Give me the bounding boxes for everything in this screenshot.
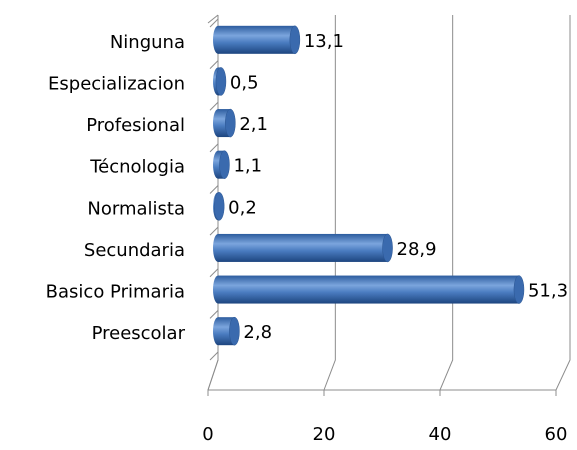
bar [213, 233, 393, 263]
category-divider [209, 226, 219, 236]
bar-part [225, 108, 236, 138]
category-divider [209, 310, 219, 319]
y-tick-label: Técnologia [89, 157, 185, 178]
bar-part [513, 275, 525, 304]
y-tick-label: Ninguna [110, 32, 185, 53]
bar [213, 25, 301, 55]
bar [213, 108, 236, 138]
y-tick-label: Especializacion [48, 73, 185, 94]
bar [213, 275, 525, 304]
data-label: 1,1 [233, 156, 262, 177]
grid-line [323, 15, 336, 391]
data-label: 51,3 [528, 281, 568, 302]
bar [213, 67, 227, 96]
x-tick-label: 60 [545, 424, 568, 445]
bar-part [218, 275, 519, 304]
x-tick-label: 20 [313, 424, 336, 445]
grid-line [555, 15, 571, 391]
data-label: 28,9 [397, 239, 437, 260]
y-tick-label: Profesional [86, 115, 185, 136]
y-tick-label: Normalista [87, 198, 185, 219]
data-label: 2,8 [243, 322, 272, 343]
grid-line [439, 15, 454, 391]
data-label: 0,5 [230, 72, 259, 93]
category-divider [209, 60, 219, 69]
category-divider [209, 101, 219, 111]
bar-part [289, 25, 301, 55]
bar-part [215, 67, 227, 96]
bar-part [382, 233, 393, 263]
data-label: 0,2 [228, 197, 257, 218]
bar-part [213, 192, 225, 221]
x-tick-label: 0 [202, 424, 213, 445]
category-divider [209, 268, 219, 278]
bar [213, 192, 225, 221]
data-label: 13,1 [304, 31, 344, 52]
bar [213, 316, 240, 346]
x-tick-label: 40 [429, 424, 452, 445]
category-divider [209, 18, 219, 28]
y-tick-label: Basico Primaria [46, 282, 185, 303]
bar-part [229, 316, 240, 346]
bar [213, 150, 230, 179]
bar-part [219, 150, 230, 179]
category-divider [209, 185, 219, 194]
data-label: 2,1 [239, 114, 268, 135]
category-divider [209, 351, 219, 361]
y-tick-label: Secundaria [84, 240, 185, 261]
bar-part [218, 233, 388, 262]
category-divider [209, 143, 219, 153]
bar-part [218, 25, 295, 54]
y-tick-label: Preescolar [92, 323, 186, 344]
